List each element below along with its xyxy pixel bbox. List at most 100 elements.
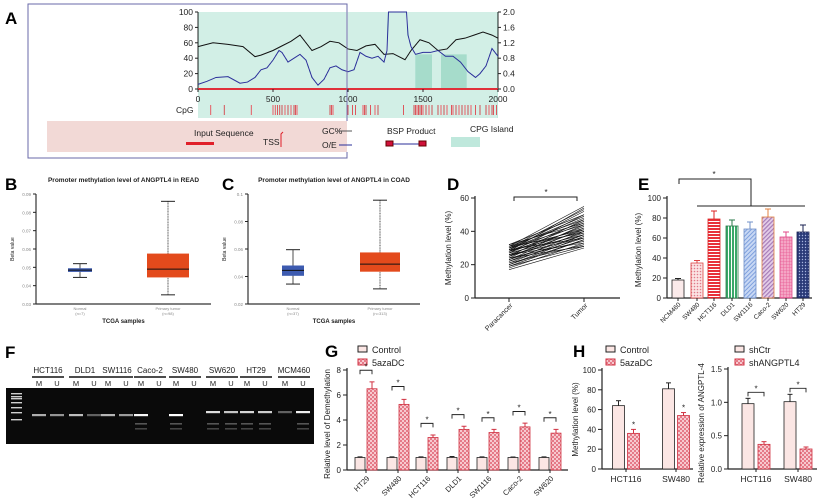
series-line-gc	[197, 31, 499, 61]
y-axis-label: Beta value	[10, 237, 16, 261]
gel-band	[206, 411, 220, 414]
x-tick-count: (n=7)	[75, 311, 85, 316]
y-tick-label: 60	[587, 406, 596, 415]
bar-dld1	[725, 225, 739, 299]
bar-sw1116	[743, 228, 757, 299]
bar-caco-2	[761, 216, 775, 299]
legend-swatch-1	[734, 358, 745, 366]
x-tick-label: SW480	[662, 474, 690, 484]
x-tick-label: 1500	[414, 94, 433, 104]
gel-lane-label: SW1116	[102, 366, 132, 375]
significance-star: *	[456, 407, 459, 416]
paired-line	[508, 244, 585, 264]
bar-shangptl4	[799, 448, 813, 470]
gel-lane-m: M	[36, 379, 42, 388]
y2-tick-label: 2.0	[503, 7, 515, 17]
y-tick-label: 1.0	[711, 398, 723, 407]
y-tick-label: 0.04	[22, 284, 31, 289]
bar-control	[415, 457, 427, 471]
x-tick-label: HT29	[791, 301, 807, 317]
x-tick-label: HT29	[352, 474, 371, 493]
x-axis-label: TCGA samples	[313, 319, 356, 325]
gel-band-faint	[259, 428, 271, 430]
paired-line	[508, 237, 585, 255]
bar-5azadc	[550, 432, 562, 471]
y-tick-label: 0.06	[234, 247, 243, 252]
legend-swatch-0	[605, 345, 616, 353]
y-tick-label: 60	[184, 38, 194, 48]
paired-line	[508, 211, 585, 250]
gel-band	[119, 414, 133, 417]
paired-line	[508, 219, 585, 247]
gel-band	[169, 414, 183, 417]
y-tick-label: 0.02	[234, 302, 243, 307]
legend-swatch-1	[605, 358, 616, 366]
x-tick-label: SW480	[380, 474, 404, 498]
x-tick-label: NCM460	[659, 301, 682, 324]
legend-swatch-0	[357, 345, 368, 353]
gel-band-faint	[297, 423, 309, 425]
legend-swatch-0	[734, 345, 745, 353]
gel-lane-label: SW620	[209, 366, 236, 375]
ladder-band	[11, 412, 22, 414]
y-axis-label: Beta value	[222, 237, 228, 261]
gel-lane-label: Caco-2	[137, 366, 163, 375]
legend-input-sequence: Input Sequence	[194, 128, 254, 138]
significance-bracket	[481, 417, 495, 422]
y-tick-label: 0	[188, 84, 193, 94]
bar-control	[662, 388, 675, 470]
gel-lane-label: MCM460	[278, 366, 311, 375]
x-tick-label: 500	[266, 94, 280, 104]
bar-ht29	[796, 231, 810, 299]
paired-line	[508, 239, 585, 267]
gel-band-faint	[207, 423, 219, 425]
bar-control	[612, 405, 625, 470]
bar-shctr	[783, 401, 797, 470]
gel-band-faint	[225, 428, 237, 430]
bar-hct116	[707, 218, 721, 299]
significance-bracket	[451, 414, 465, 419]
y-tick-label: 80	[184, 22, 194, 32]
series-line-oe	[197, 11, 499, 86]
paired-line	[508, 237, 585, 250]
y-tick-label: 0.1	[237, 192, 244, 197]
gel-lane-u: U	[228, 379, 233, 388]
x-tick-label: 1000	[339, 94, 358, 104]
panel-label-D: D	[447, 175, 459, 194]
cpg-island-region	[441, 54, 467, 89]
gel-band	[50, 414, 64, 417]
gel-band-faint	[170, 428, 182, 430]
x-tick-label: Primary tumor	[155, 306, 181, 311]
cpg-island-swatch	[451, 137, 480, 147]
y-tick-label: 80	[652, 214, 661, 223]
y-tick-label: 0.05	[22, 265, 31, 270]
significance-star: *	[544, 188, 547, 197]
significance-bracket	[391, 386, 405, 391]
y-tick-label: 0.5	[711, 432, 723, 441]
significance-bracket	[678, 178, 805, 207]
x-tick-label: Normal	[287, 306, 300, 311]
paired-line	[508, 216, 585, 249]
gel-lane-m: M	[138, 379, 144, 388]
x-tick-label: 0	[196, 94, 201, 104]
x-tick-label: SW620	[770, 301, 790, 321]
y2-tick-label: 1.6	[503, 22, 515, 32]
gel-lane-u: U	[262, 379, 267, 388]
ladder-band	[11, 398, 22, 400]
gel-band	[69, 414, 83, 417]
y-tick-label: 0.06	[22, 247, 31, 252]
gel-band-faint	[225, 423, 237, 425]
paired-line	[508, 246, 585, 267]
cpg-label: CpG	[176, 105, 193, 115]
gel-lane-u: U	[191, 379, 196, 388]
paired-line	[508, 229, 585, 249]
y2-tick-label: 1.2	[503, 38, 515, 48]
x-tick-label: Caco-2	[501, 474, 524, 497]
tss-arrow-icon	[280, 131, 284, 147]
y-tick-label: 60	[460, 194, 469, 203]
significance-star: *	[517, 404, 520, 413]
y2-tick-label: 0.8	[503, 53, 515, 63]
significance-star: *	[632, 420, 635, 429]
y-tick-label: 60	[652, 234, 661, 243]
y-tick-label: 40	[587, 425, 596, 434]
